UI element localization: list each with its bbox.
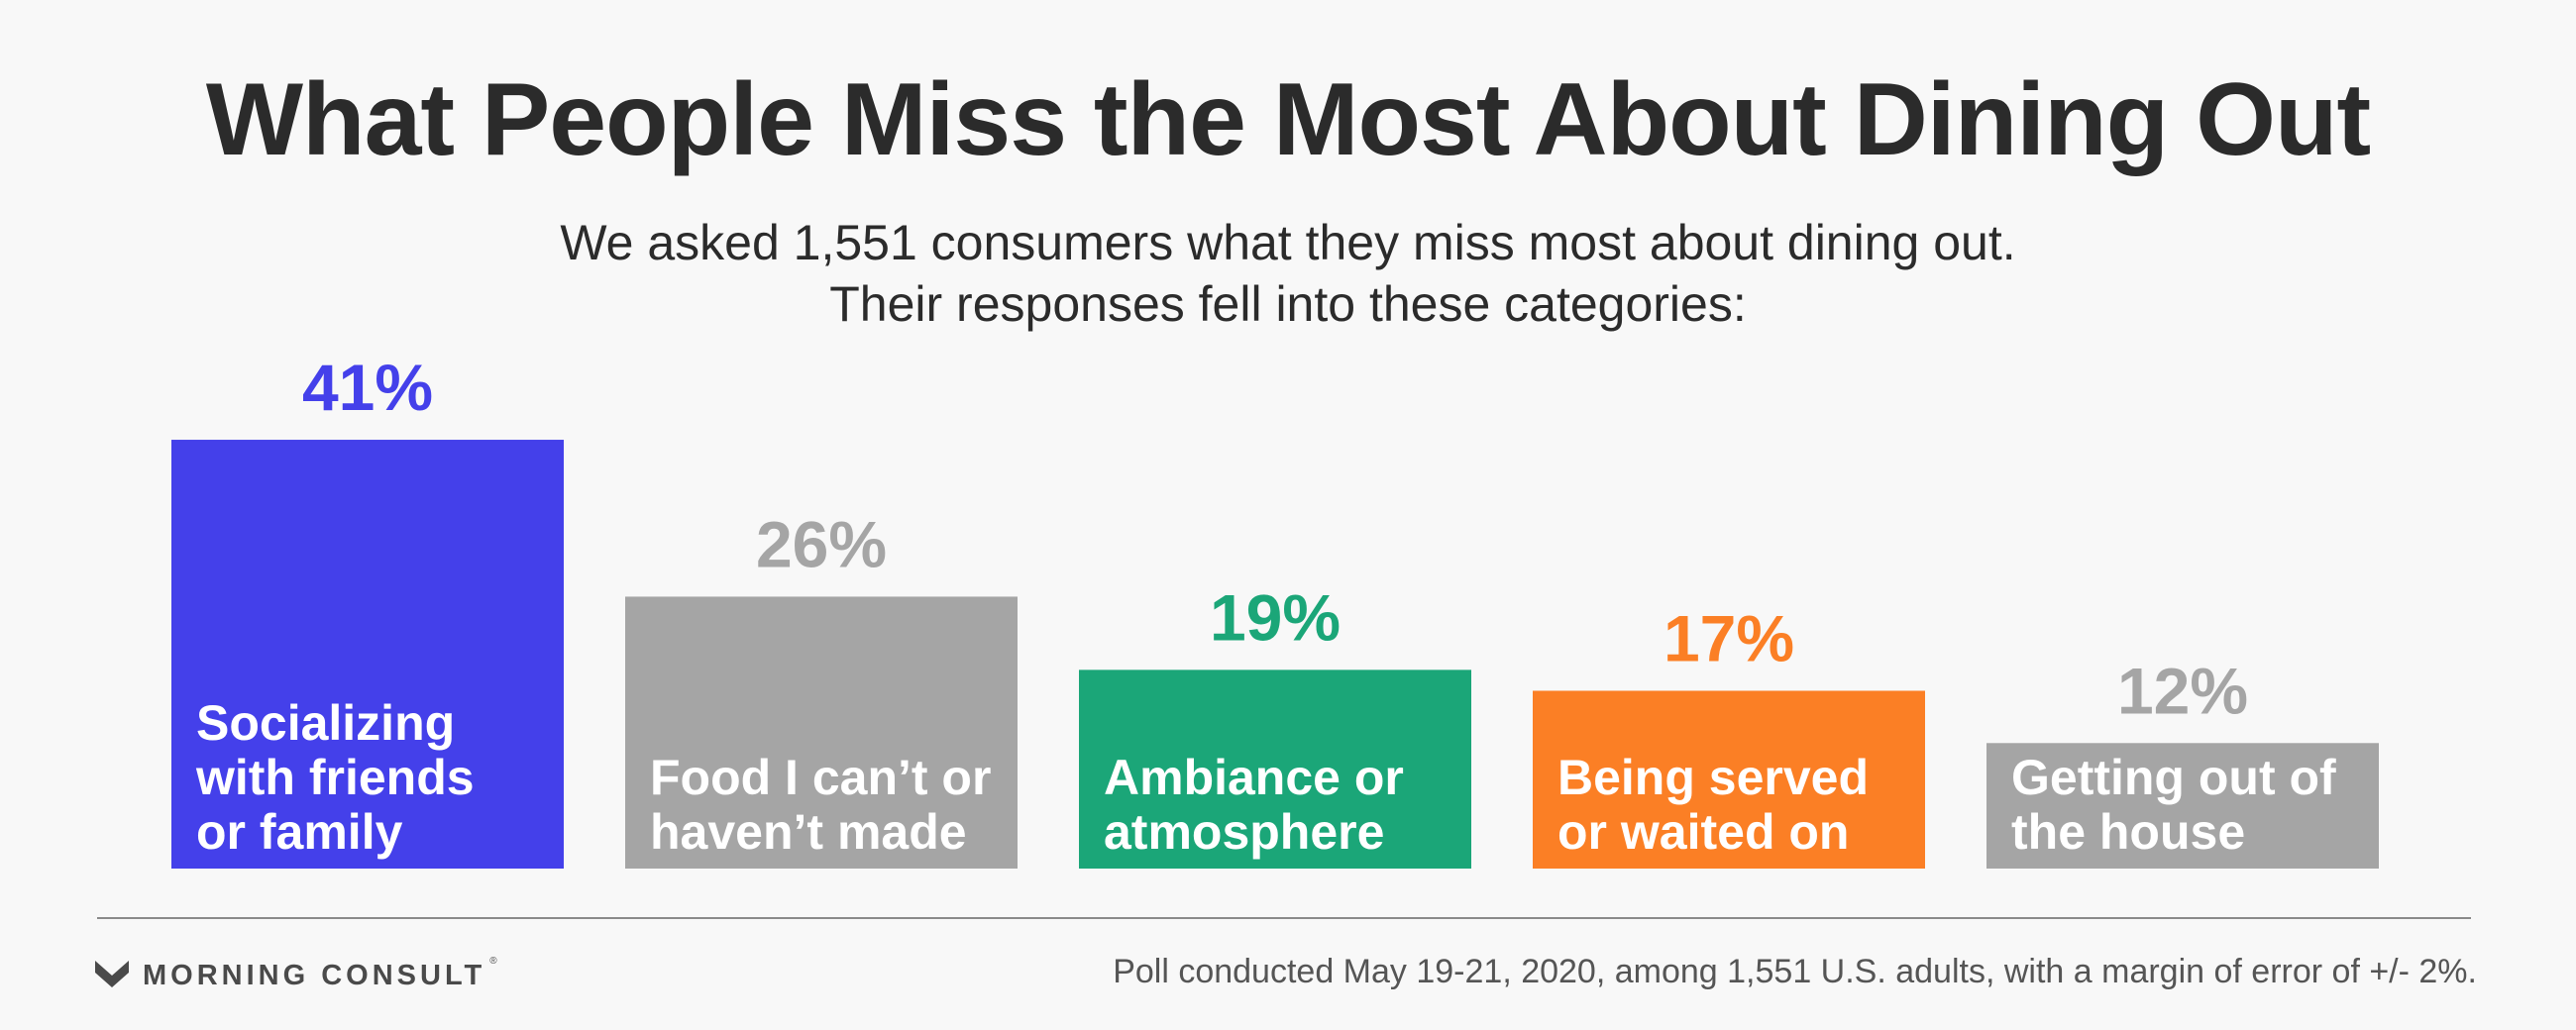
value-label-4: 17%	[1664, 601, 1794, 674]
category-label-2-line-2: haven’t made	[650, 804, 967, 860]
bar-4	[1533, 690, 1925, 869]
value-label-1: 41%	[302, 351, 433, 424]
bar-3	[1079, 670, 1471, 869]
category-label-3-line-2: atmosphere	[1104, 804, 1384, 860]
bar-1	[171, 440, 564, 869]
brand-logo: MORNING CONSULT ®	[95, 956, 497, 995]
category-label-4-line-1: Being served	[1557, 750, 1869, 805]
chart-subtitle: We asked 1,551 consumers what they miss …	[0, 212, 2576, 335]
category-label-4-line-2: or waited on	[1557, 804, 1849, 860]
category-label-1-line-2: with friends	[195, 750, 475, 805]
morning-consult-chevron-icon	[95, 961, 129, 987]
subtitle-line-2: Their responses fell into these categori…	[829, 276, 1747, 332]
category-label-5-line-2: the house	[2011, 804, 2245, 860]
category-label-1-line-3: or family	[196, 804, 403, 860]
value-label-2: 26%	[756, 507, 887, 580]
bar-5	[1986, 743, 2379, 869]
brand-name: MORNING CONSULT	[143, 959, 486, 991]
subtitle-line-1: We asked 1,551 consumers what they miss …	[560, 215, 2016, 270]
category-label-2-line-1: Food I can’t or	[650, 750, 991, 805]
trademark-mark: ®	[489, 956, 497, 967]
category-label-1-line-1: Socializing	[196, 695, 455, 751]
bar-2	[625, 596, 1018, 869]
footer-divider	[97, 917, 2471, 919]
value-label-3: 19%	[1210, 580, 1341, 654]
poll-footnote: Poll conducted May 19-21, 2020, among 1,…	[1113, 953, 2477, 990]
chart-title: What People Miss the Most About Dining O…	[205, 62, 2371, 177]
value-label-5: 12%	[2117, 654, 2248, 727]
category-label-3-line-1: Ambiance or	[1104, 750, 1404, 805]
category-label-5-line-1: Getting out of	[2011, 750, 2336, 805]
